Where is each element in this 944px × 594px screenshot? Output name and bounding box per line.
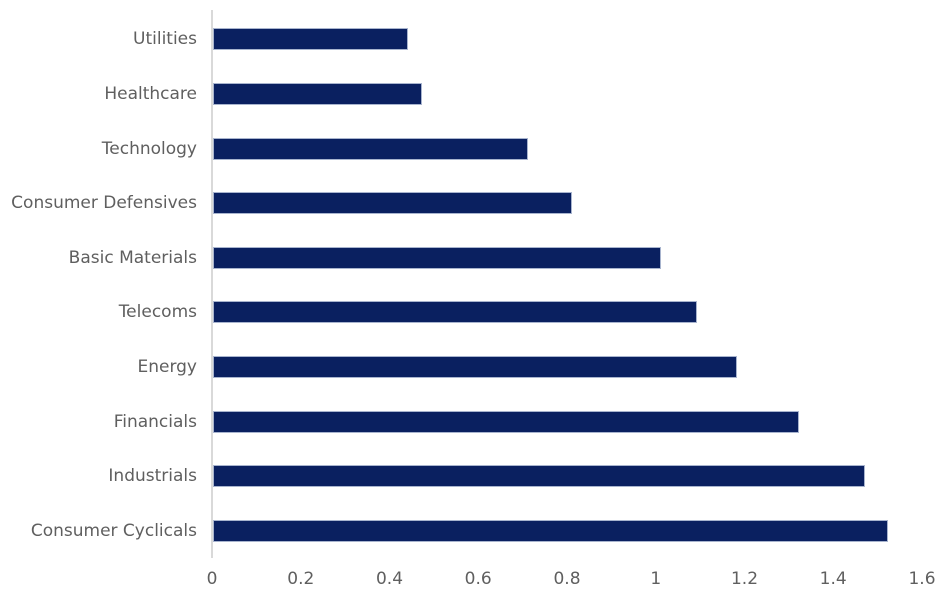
x-tick-label-0-4: 0.4 <box>375 569 404 589</box>
x-tick-label-1: 1 <box>650 569 662 589</box>
category-label-basic-materials: Basic Materials <box>68 247 197 268</box>
x-tick-label-0-2: 0.2 <box>287 569 315 589</box>
category-label-utilities: Utilities <box>133 29 197 50</box>
bar-basic-materials <box>213 246 662 269</box>
x-tick-label-1-4: 1.4 <box>819 569 847 589</box>
x-tick-label-0: 0 <box>206 569 218 589</box>
category-label-energy: Energy <box>137 356 197 377</box>
category-label-consumer-defensives: Consumer Defensives <box>11 193 197 214</box>
x-tick-label-0-6: 0.6 <box>464 569 492 589</box>
bar-healthcare <box>213 82 422 105</box>
bar-utilities <box>213 28 409 51</box>
x-tick-label-1-6: 1.6 <box>908 569 936 589</box>
x-tick-label-0-8: 0.8 <box>553 569 581 589</box>
bar-financials <box>213 410 799 433</box>
category-label-consumer-cyclicals: Consumer Cyclicals <box>30 520 197 541</box>
bar-consumer-defensives <box>213 192 573 215</box>
bar-consumer-cyclicals <box>213 519 888 542</box>
bar-industrials <box>213 465 866 488</box>
category-label-industrials: Industrials <box>108 466 197 487</box>
y-axis-line <box>211 10 213 558</box>
bar-technology <box>213 137 529 160</box>
x-tick-label-1-2: 1.2 <box>730 569 759 589</box>
bar-energy <box>213 355 737 378</box>
category-label-financials: Financials <box>113 411 197 432</box>
category-label-healthcare: Healthcare <box>104 83 197 104</box>
bar-telecoms <box>213 301 697 324</box>
category-label-technology: Technology <box>101 138 197 159</box>
category-label-telecoms: Telecoms <box>118 302 197 323</box>
